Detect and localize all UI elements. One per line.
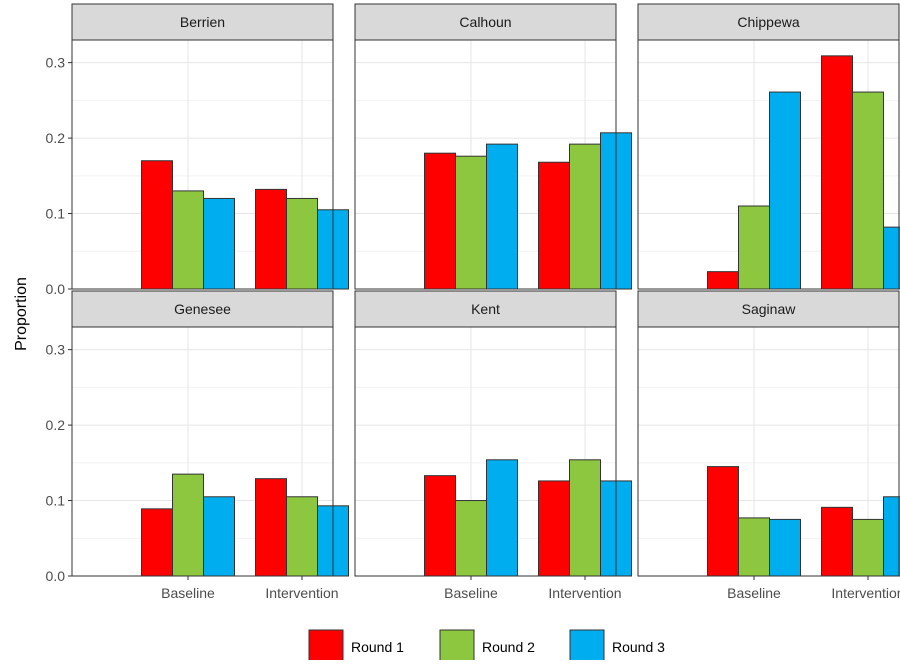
legend-label: Round 3: [612, 639, 665, 655]
bar-saginaw-intervention-round-1: [822, 507, 853, 576]
x-tick-label: Intervention: [831, 585, 900, 601]
bar-chippewa-intervention-round-3: [884, 227, 900, 289]
y-axis-title: Proportion: [13, 277, 30, 351]
bar-genesee-baseline-round-1: [142, 509, 173, 576]
bar-calhoun-intervention-round-2: [570, 144, 601, 289]
y-axes: 0.0 0.1 0.2 0.3 0.0 0.1 0.2 0.3: [46, 55, 72, 584]
x-tick-label: Intervention: [548, 585, 621, 601]
legend-item-round-3: Round 3: [570, 630, 665, 660]
bar-berrien-intervention-round-2: [287, 198, 318, 289]
facet-chippewa: Chippewa: [638, 4, 900, 289]
bar-kent-baseline-round-1: [425, 476, 456, 576]
bar-chippewa-baseline-round-2: [739, 206, 770, 289]
x-tick-label: Baseline: [727, 585, 781, 601]
legend-item-round-1: Round 1: [309, 630, 404, 660]
bar-berrien-intervention-round-1: [256, 189, 287, 289]
legend-swatch: [309, 630, 343, 660]
y-tick-label: 0.1: [46, 493, 66, 509]
x-tick-label: Intervention: [265, 585, 338, 601]
y-tick-label: 0.0: [46, 568, 66, 584]
bar-genesee-intervention-round-2: [287, 497, 318, 576]
facet-strip-label: Chippewa: [737, 14, 799, 30]
facet-kent: Kent: [355, 291, 632, 576]
bar-saginaw-intervention-round-2: [853, 519, 884, 576]
facet-saginaw: Saginaw: [638, 291, 900, 576]
y-tick-label: 0.2: [46, 130, 66, 146]
legend: Round 1 Round 2 Round 3: [309, 630, 665, 660]
y-tick-label: 0.2: [46, 417, 66, 433]
bar-calhoun-baseline-round-1: [425, 153, 456, 289]
facet-berrien: Berrien: [72, 4, 349, 289]
y-tick-label: 0.1: [46, 206, 66, 222]
legend-item-round-2: Round 2: [440, 630, 535, 660]
bar-kent-baseline-round-3: [487, 460, 518, 576]
bar-saginaw-baseline-round-1: [708, 467, 739, 576]
legend-swatch: [570, 630, 604, 660]
facet-strip-label: Saginaw: [742, 301, 797, 317]
y-tick-label: 0.0: [46, 281, 66, 297]
bar-kent-baseline-round-2: [456, 501, 487, 576]
facet-calhoun: Calhoun: [355, 4, 632, 289]
bar-genesee-baseline-round-2: [173, 474, 204, 576]
bar-chippewa-baseline-round-3: [770, 92, 801, 289]
facet-panels: Berrien Calhoun Chippewa Genesee Kent Saginaw: [72, 4, 900, 576]
y-tick-label: 0.3: [46, 55, 66, 71]
facet-strip-label: Berrien: [180, 14, 225, 30]
x-tick-label: Baseline: [161, 585, 215, 601]
x-axes: Baseline Intervention Baseline Intervention…: [161, 576, 900, 601]
bar-chippewa-intervention-round-1: [822, 56, 853, 289]
legend-swatch: [440, 630, 474, 660]
bar-berrien-baseline-round-2: [173, 191, 204, 289]
facet-strip-label: Calhoun: [459, 14, 511, 30]
bar-berrien-baseline-round-3: [204, 198, 235, 289]
bar-calhoun-baseline-round-2: [456, 156, 487, 289]
bar-berrien-baseline-round-1: [142, 161, 173, 289]
bar-kent-intervention-round-2: [570, 460, 601, 576]
bar-kent-intervention-round-1: [539, 481, 570, 576]
bar-saginaw-baseline-round-2: [739, 518, 770, 576]
bar-saginaw-baseline-round-3: [770, 519, 801, 576]
x-tick-label: Baseline: [444, 585, 498, 601]
bar-genesee-intervention-round-1: [256, 479, 287, 576]
facet-strip-label: Kent: [471, 301, 500, 317]
facet-strip-label: Genesee: [174, 301, 231, 317]
bar-genesee-baseline-round-3: [204, 497, 235, 576]
bar-calhoun-baseline-round-3: [487, 144, 518, 289]
bar-saginaw-intervention-round-3: [884, 497, 900, 576]
legend-label: Round 2: [482, 639, 535, 655]
facet-genesee: Genesee: [72, 291, 349, 576]
bar-calhoun-intervention-round-1: [539, 162, 570, 289]
bar-chippewa-baseline-round-1: [708, 272, 739, 289]
bar-chippewa-intervention-round-2: [853, 92, 884, 289]
y-tick-label: 0.3: [46, 342, 66, 358]
legend-label: Round 1: [351, 639, 404, 655]
